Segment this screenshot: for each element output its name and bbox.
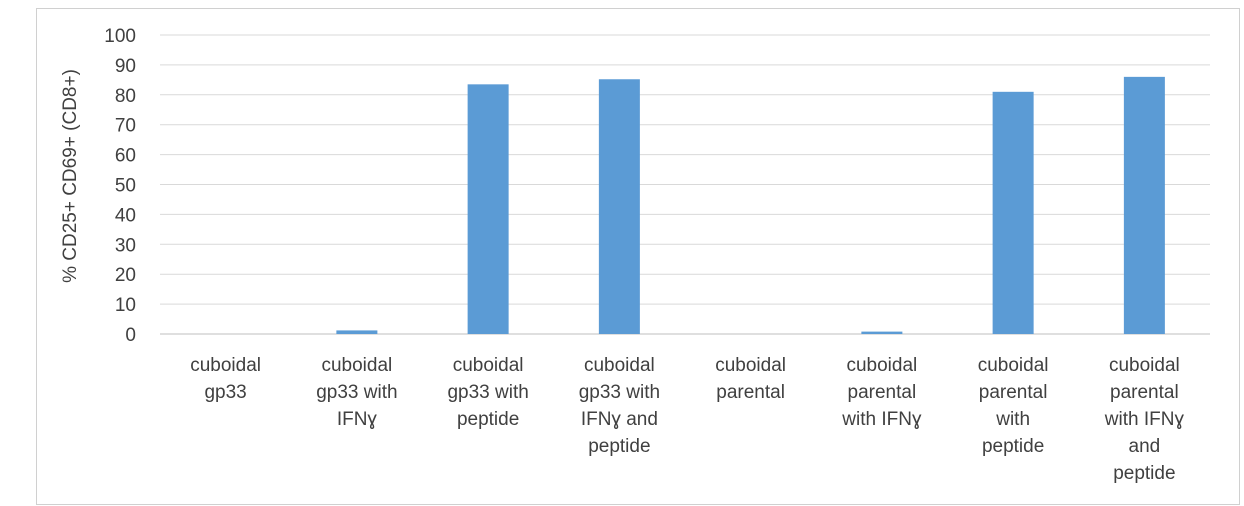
y-tick-label: 90 xyxy=(115,56,136,77)
bar xyxy=(992,91,1034,334)
bar xyxy=(1123,76,1165,335)
x-category-label: cuboidal parental with peptide xyxy=(978,355,1049,457)
y-tick-label: 40 xyxy=(115,205,136,226)
y-tick-label: 70 xyxy=(115,116,136,137)
bar xyxy=(861,331,903,334)
bars xyxy=(336,76,1165,335)
x-category-label: cuboidal parental xyxy=(715,355,786,403)
x-category-label: cuboidal gp33 with peptide xyxy=(447,355,528,430)
y-tick-labels: 0 10 20 30 40 50 60 70 80 90 100 xyxy=(104,26,136,346)
x-category-label: cuboidal parental with IFNɣ and peptide xyxy=(1104,355,1185,484)
gridlines xyxy=(160,34,1210,335)
y-tick-label: 50 xyxy=(115,176,136,197)
y-tick-label: 0 xyxy=(125,325,136,346)
x-category-label: cuboidal gp33 xyxy=(190,355,261,403)
x-category-label: cuboidal gp33 with IFNɣ xyxy=(316,355,397,430)
y-tick-label: 80 xyxy=(115,86,136,107)
y-tick-label: 20 xyxy=(115,265,136,286)
y-tick-label: 100 xyxy=(104,26,136,47)
y-tick-label: 60 xyxy=(115,146,136,167)
y-tick-label: 30 xyxy=(115,235,136,256)
bar xyxy=(467,84,509,335)
bar xyxy=(336,330,378,334)
x-category-label: cuboidal parental with IFNɣ xyxy=(841,355,922,430)
x-category-labels: cuboidal gp33 cuboidal gp33 with IFNɣ cuboida… xyxy=(190,355,1184,484)
y-tick-label: 10 xyxy=(115,295,136,316)
y-axis-label: % CD25+ CD69+ (CD8+) xyxy=(60,69,81,283)
x-category-label: cuboidal gp33 with IFNɣ and peptide xyxy=(579,355,660,457)
bar xyxy=(598,79,640,334)
